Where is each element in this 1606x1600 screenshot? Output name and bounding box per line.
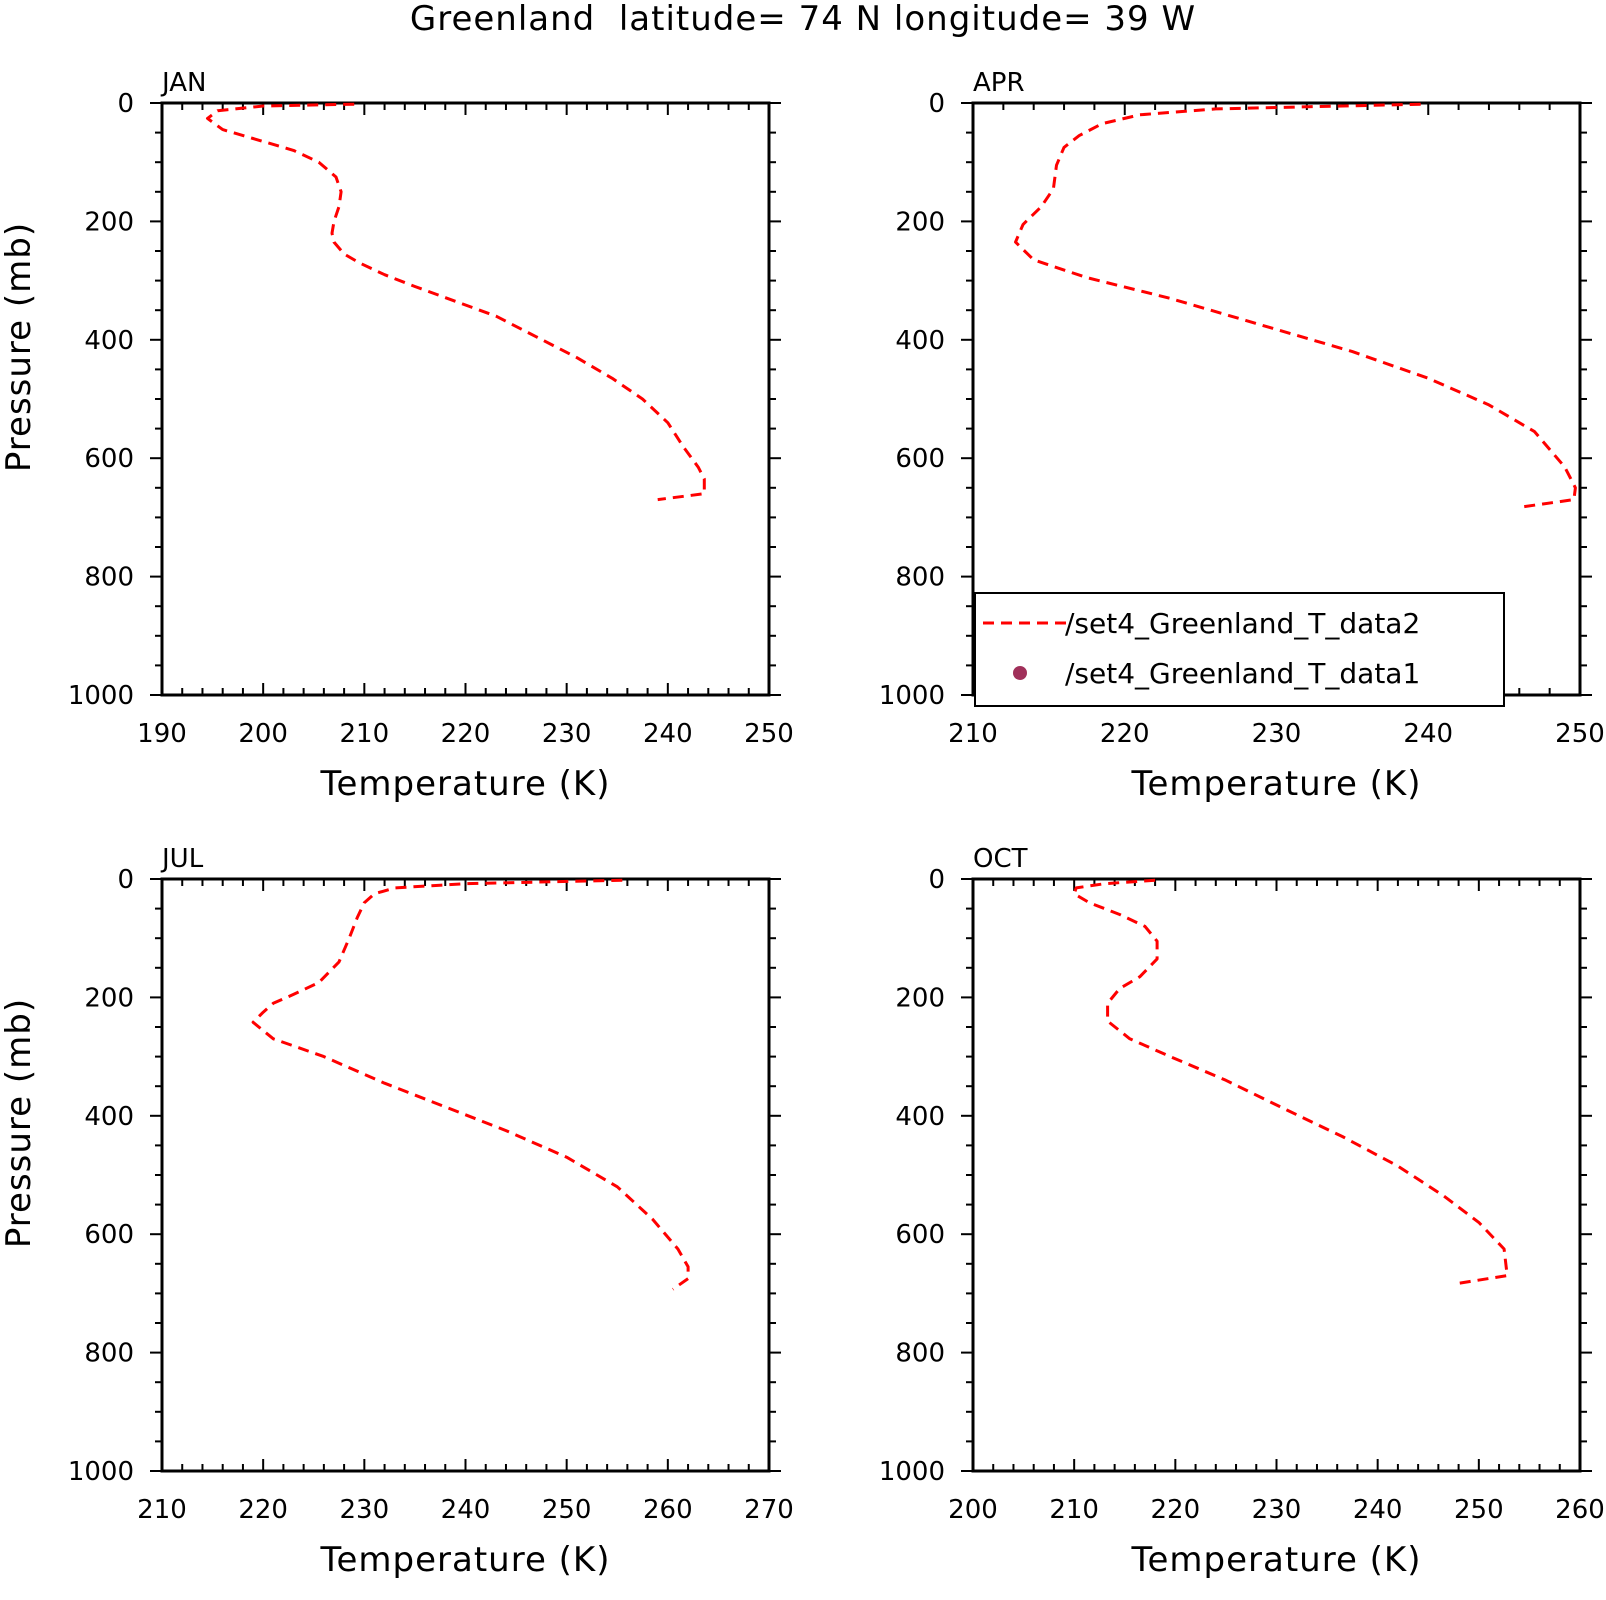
y-tick-label: 800 (895, 563, 945, 593)
x-tick-label: 270 (744, 1495, 794, 1525)
x-tick-label: 230 (542, 719, 592, 749)
y-tick-label: 1000 (879, 681, 945, 711)
figure-title: Greenland latitude= 74 N longitude= 39 W (410, 0, 1196, 39)
panel-3: OCT 200 210 220 230 240 250 260 0 200 400 600 800 100… (879, 844, 1605, 1580)
series-line (206, 102, 706, 502)
x-axis-label: Temperature (K) (1130, 764, 1421, 804)
y-tick-label: 0 (117, 89, 134, 119)
x-tick-label: 240 (1353, 1495, 1403, 1525)
y-tick-label: 800 (84, 563, 134, 593)
y-tick-label: 200 (84, 983, 134, 1013)
x-tick-label: 200 (948, 1495, 998, 1525)
y-tick-label: 200 (895, 983, 945, 1013)
x-tick-label: 220 (1151, 1495, 1201, 1525)
x-tick-label: 220 (1100, 719, 1150, 749)
y-tick-label: 1000 (68, 681, 134, 711)
panel-title: JAN (160, 68, 206, 98)
legend: /set4_Greenland_T_data2/set4_Greenland_T… (974, 592, 1505, 707)
y-tick-label: 400 (84, 326, 134, 356)
series-line (251, 878, 690, 1291)
y-tick-label: 0 (928, 89, 945, 119)
y-tick-label: 600 (84, 1220, 134, 1250)
y-tick-label: 400 (895, 1102, 945, 1132)
plot-frame (971, 877, 1582, 1473)
y-tick-label: 600 (895, 1220, 945, 1250)
y-tick-label: 0 (928, 865, 945, 895)
x-tick-label: 210 (948, 719, 998, 749)
legend-label: /set4_Greenland_T_data2 (1065, 607, 1420, 640)
x-tick-label: 210 (1049, 1495, 1099, 1525)
x-axis-label: Temperature (K) (319, 1540, 610, 1580)
x-tick-label: 200 (238, 719, 288, 749)
x-tick-label: 240 (1403, 719, 1453, 749)
series-line (1014, 102, 1577, 509)
x-tick-label: 230 (1252, 719, 1302, 749)
y-tick-label: 800 (895, 1339, 945, 1369)
series-line (1072, 878, 1509, 1285)
panel-title: OCT (973, 844, 1028, 874)
y-tick-label: 200 (895, 207, 945, 237)
y-tick-label: 800 (84, 1339, 134, 1369)
x-tick-label: 260 (1555, 1495, 1605, 1525)
panel-0: JAN 190 200 210 220 230 240 250 0 200 400 600 800 100… (0, 68, 794, 804)
x-tick-label: 260 (643, 1495, 693, 1525)
panel-title: JUL (160, 844, 204, 874)
x-tick-label: 220 (441, 719, 491, 749)
x-tick-label: 190 (137, 719, 187, 749)
x-tick-label: 210 (340, 719, 390, 749)
y-tick-label: 200 (84, 207, 134, 237)
legend-box (974, 592, 1505, 707)
legend-swatch-dot (1013, 666, 1027, 680)
y-tick-label: 0 (117, 865, 134, 895)
x-axis-label: Temperature (K) (319, 764, 610, 804)
panel-1: APR 210 220 230 240 250 0 200 400 600 800 1000 Tempe… (879, 68, 1605, 804)
y-tick-label: 600 (895, 444, 945, 474)
x-tick-label: 250 (744, 719, 794, 749)
y-tick-label: 600 (84, 444, 134, 474)
legend-label: /set4_Greenland_T_data1 (1065, 657, 1420, 690)
y-tick-label: 400 (895, 326, 945, 356)
x-tick-label: 210 (137, 1495, 187, 1525)
plot-frame (160, 877, 771, 1473)
x-tick-label: 240 (643, 719, 693, 749)
x-tick-label: 230 (1252, 1495, 1302, 1525)
x-tick-label: 220 (238, 1495, 288, 1525)
y-tick-label: 1000 (879, 1457, 945, 1487)
x-axis-label: Temperature (K) (1130, 1540, 1421, 1580)
y-axis-label: Pressure (mb) (0, 998, 39, 1248)
x-tick-label: 230 (340, 1495, 390, 1525)
panel-2: JUL 210 220 230 240 250 260 270 0 200 400 600 800 100… (0, 844, 794, 1580)
panel-title: APR (973, 68, 1025, 98)
plot-frame (160, 101, 771, 697)
x-tick-label: 250 (1454, 1495, 1504, 1525)
x-tick-label: 240 (441, 1495, 491, 1525)
y-axis-label: Pressure (mb) (0, 222, 39, 472)
y-tick-label: 1000 (68, 1457, 134, 1487)
x-tick-label: 250 (1555, 719, 1605, 749)
y-tick-label: 400 (84, 1102, 134, 1132)
panels: JAN 190 200 210 220 230 240 250 0 200 400 600 800 100… (0, 68, 1605, 1580)
x-tick-label: 250 (542, 1495, 592, 1525)
